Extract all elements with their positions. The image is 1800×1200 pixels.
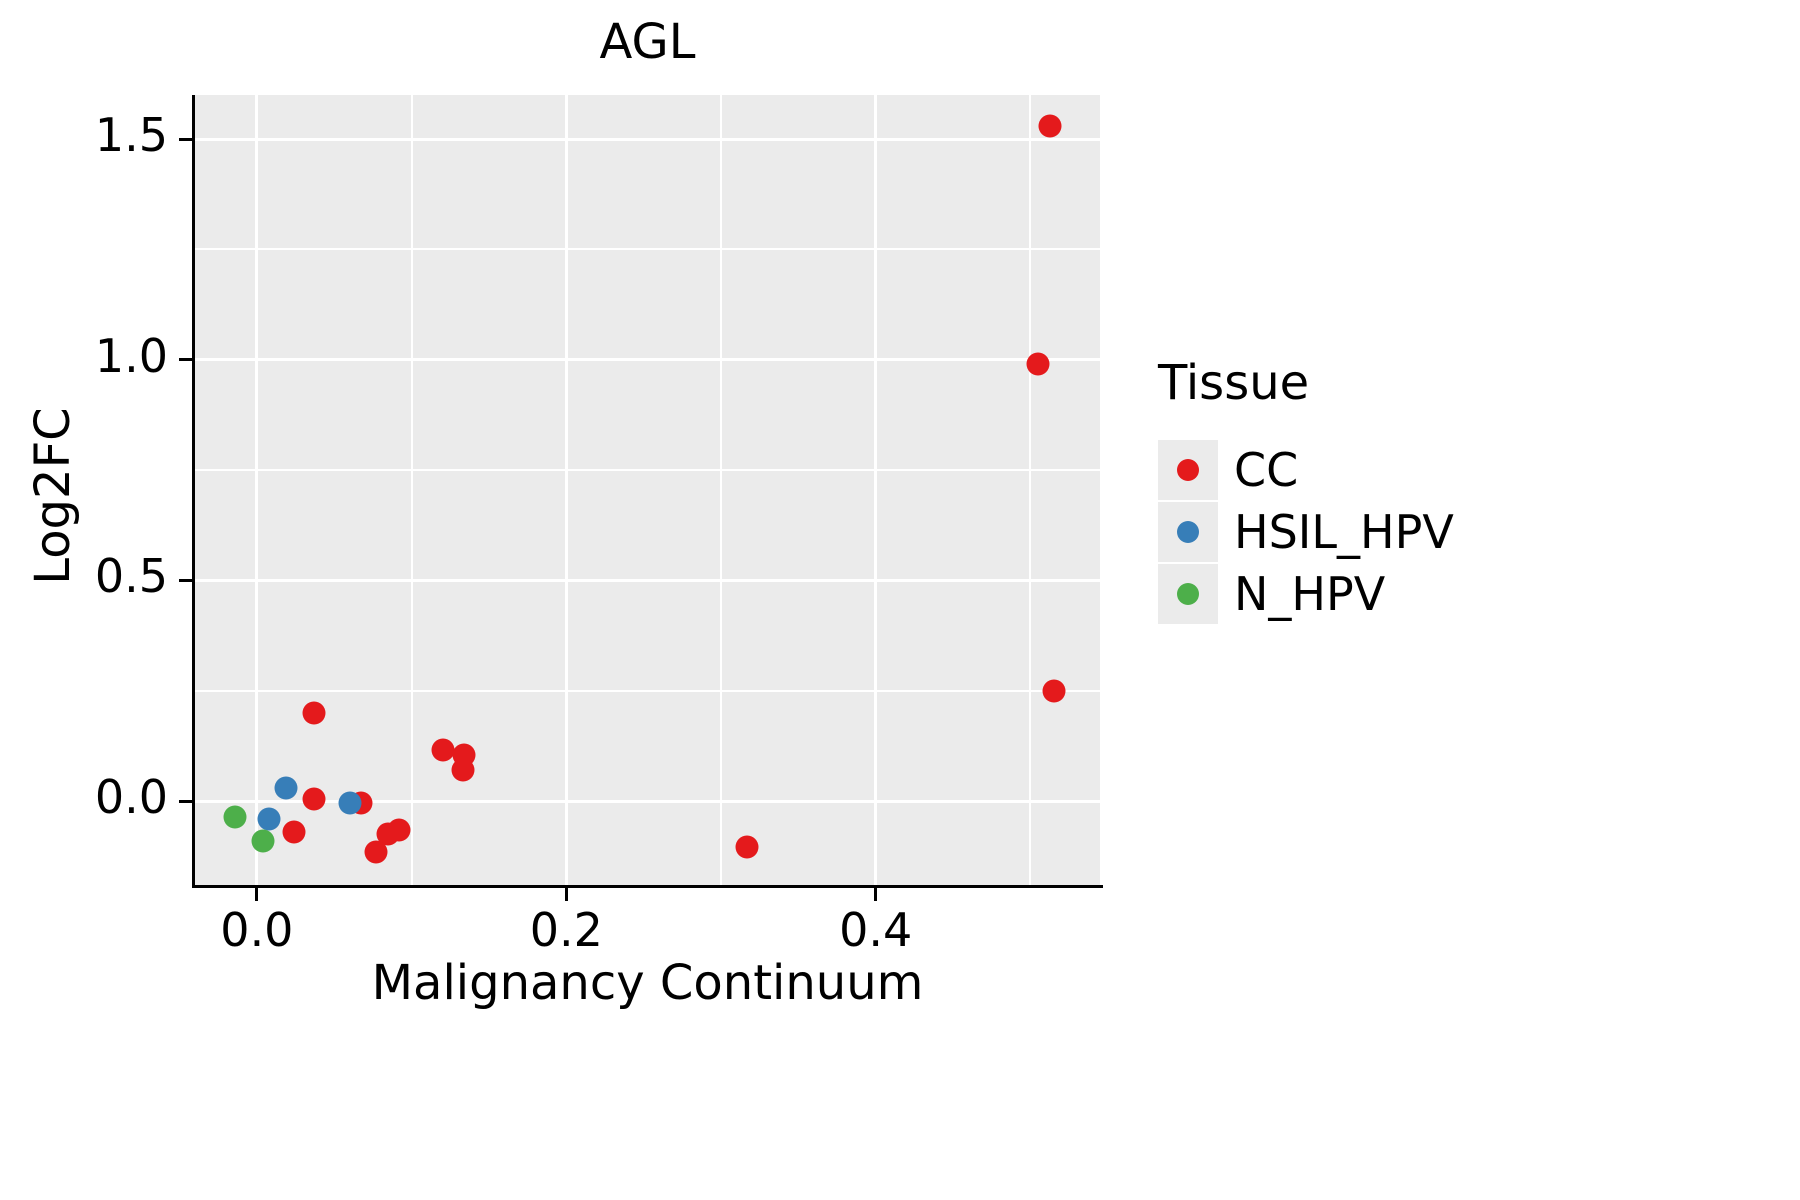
- data-point-CC: [1026, 352, 1050, 376]
- legend: Tissue CC HSIL_HPV N_HPV: [1158, 355, 1454, 625]
- data-point-CC: [302, 787, 326, 811]
- y-major-gridline: [195, 799, 1100, 803]
- data-point-CC: [387, 818, 411, 842]
- data-point-CC: [1042, 679, 1066, 703]
- x-minor-gridline: [719, 95, 722, 885]
- x-minor-gridline: [1029, 95, 1032, 885]
- data-point-CC: [1038, 114, 1062, 138]
- y-minor-gridline: [195, 469, 1100, 472]
- legend-key-HSIL_HPV: [1158, 502, 1218, 562]
- y-tick-mark: [179, 358, 192, 362]
- x-tick-mark: [564, 888, 568, 901]
- y-major-gridline: [195, 578, 1100, 582]
- legend-dot-N_HPV: [1177, 583, 1199, 605]
- data-point-CC: [364, 840, 388, 864]
- y-minor-gridline: [195, 248, 1100, 251]
- x-axis-label: Malignancy Continuum: [371, 955, 924, 1011]
- data-point-HSIL_HPV: [274, 776, 298, 800]
- y-tick-label: 0.0: [94, 770, 168, 825]
- chart-title: AGL: [599, 14, 696, 70]
- legend-title: Tissue: [1158, 355, 1310, 411]
- legend-label-N_HPV: N_HPV: [1234, 567, 1386, 621]
- legend-label-CC: CC: [1234, 443, 1299, 497]
- x-axis-line: [192, 885, 1103, 888]
- y-major-gridline: [195, 358, 1100, 362]
- y-minor-gridline: [195, 689, 1100, 692]
- data-point-HSIL_HPV: [257, 807, 281, 831]
- x-tick-label: 0.2: [529, 903, 603, 957]
- legend-item-HSIL_HPV: HSIL_HPV: [1158, 501, 1454, 563]
- legend-label-HSIL_HPV: HSIL_HPV: [1234, 505, 1454, 559]
- y-tick-label: 0.5: [94, 549, 168, 604]
- y-tick-label: 1.5: [94, 108, 168, 163]
- legend-item-N_HPV: N_HPV: [1158, 563, 1454, 625]
- data-point-N_HPV: [223, 805, 247, 829]
- legend-key-CC: [1158, 440, 1218, 500]
- plot-panel: [195, 95, 1100, 885]
- x-tick-mark: [255, 888, 259, 901]
- x-tick-label: 0.4: [839, 903, 913, 957]
- data-point-CC: [735, 835, 759, 859]
- legend-items: CC HSIL_HPV N_HPV: [1158, 439, 1454, 625]
- x-major-gridline: [255, 95, 259, 885]
- data-point-CC: [282, 820, 306, 844]
- data-point-CC: [431, 738, 455, 762]
- data-point-N_HPV: [251, 829, 275, 853]
- legend-dot-CC: [1177, 459, 1199, 481]
- x-minor-gridline: [410, 95, 413, 885]
- legend-dot-HSIL_HPV: [1177, 521, 1199, 543]
- x-major-gridline: [564, 95, 568, 885]
- y-tick-mark: [179, 578, 192, 582]
- y-axis-line: [192, 95, 195, 888]
- y-tick-mark: [179, 799, 192, 803]
- x-tick-mark: [874, 888, 878, 901]
- legend-item-CC: CC: [1158, 439, 1454, 501]
- x-tick-label: 0.0: [220, 903, 294, 957]
- y-major-gridline: [195, 137, 1100, 141]
- y-tick-mark: [179, 137, 192, 141]
- data-point-CC: [302, 701, 326, 725]
- legend-key-N_HPV: [1158, 564, 1218, 624]
- x-major-gridline: [874, 95, 878, 885]
- y-tick-label: 1.0: [94, 328, 168, 383]
- data-point-HSIL_HPV: [338, 791, 362, 815]
- data-point-CC: [451, 758, 475, 782]
